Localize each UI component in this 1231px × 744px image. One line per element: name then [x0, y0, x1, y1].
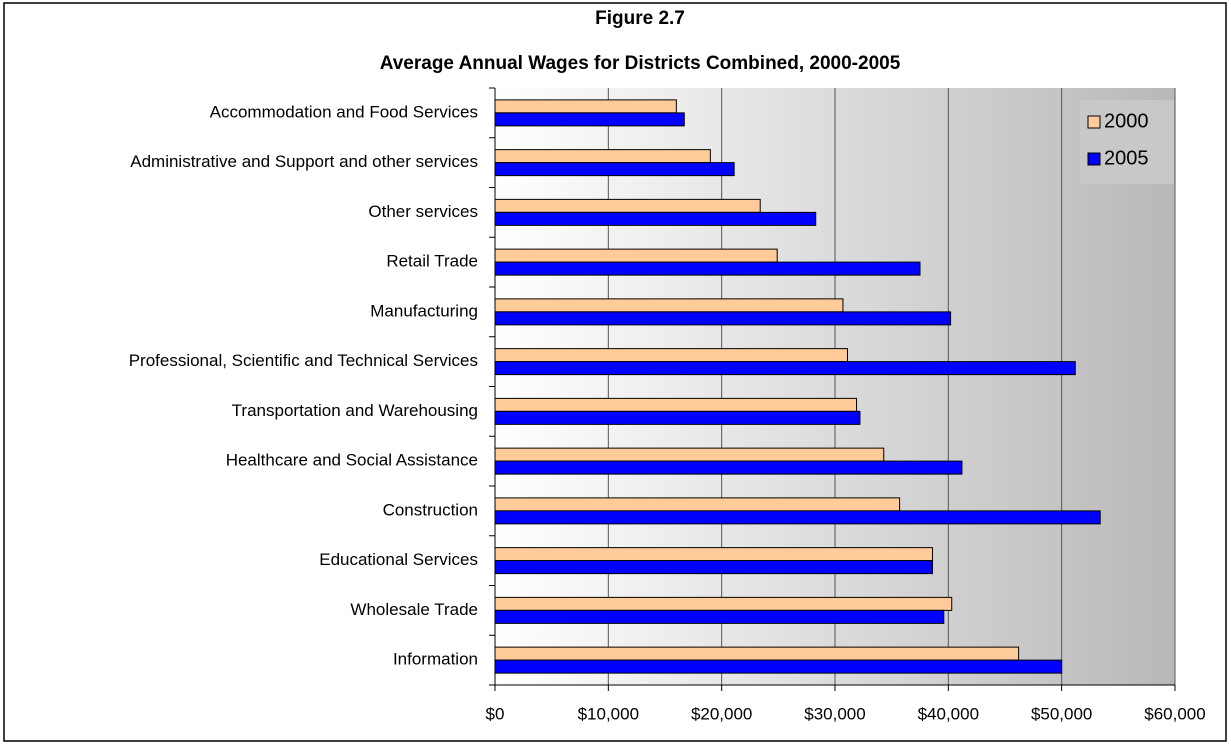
- x-tick-label: $40,000: [918, 704, 979, 723]
- legend-label: 2000: [1104, 110, 1149, 132]
- y-tick-label: Administrative and Support and other ser…: [130, 152, 478, 171]
- bar: [494, 248, 778, 263]
- bar: [494, 198, 761, 213]
- legend-swatch: [1087, 152, 1101, 166]
- y-tick-label: Retail Trade: [386, 252, 478, 271]
- y-tick-label: Construction: [383, 500, 478, 519]
- bar: [494, 348, 848, 363]
- bar: [494, 560, 933, 575]
- bar: [494, 162, 735, 177]
- x-tick-label: $50,000: [1031, 704, 1092, 723]
- bar: [494, 261, 921, 276]
- y-tick-label: Information: [393, 650, 478, 669]
- y-tick-label: Professional, Scientific and Technical S…: [129, 351, 478, 370]
- y-tick-label: Other services: [368, 202, 478, 221]
- x-tick-label: $20,000: [691, 704, 752, 723]
- bar: [494, 211, 817, 226]
- bar: [494, 361, 1076, 376]
- legend-box: [1080, 100, 1174, 184]
- x-tick-label: $10,000: [578, 704, 639, 723]
- y-tick-label: Accommodation and Food Services: [210, 102, 478, 121]
- bar: [494, 99, 677, 114]
- x-tick-label: $30,000: [804, 704, 865, 723]
- bar: [494, 497, 901, 512]
- bar: [494, 659, 1063, 674]
- x-tick-label: $0: [486, 704, 505, 723]
- legend-swatch: [1087, 115, 1101, 129]
- bar: [494, 460, 963, 475]
- bar: [494, 311, 952, 326]
- bar: [494, 112, 685, 127]
- y-tick-label: Educational Services: [319, 550, 478, 569]
- bar: [494, 646, 1020, 661]
- bar: [494, 447, 885, 462]
- bar: [494, 510, 1101, 525]
- y-tick-label: Manufacturing: [370, 301, 478, 320]
- bar: [494, 410, 861, 425]
- bar: [494, 596, 953, 611]
- legend-label: 2005: [1104, 147, 1149, 169]
- y-tick-label: Healthcare and Social Assistance: [226, 451, 478, 470]
- y-tick-label: Wholesale Trade: [350, 600, 478, 619]
- x-tick-label: $60,000: [1144, 704, 1205, 723]
- chart-title: Figure 2.7: [595, 8, 685, 29]
- chart-subtitle: Average Annual Wages for Districts Combi…: [380, 53, 901, 74]
- bar: [494, 298, 844, 313]
- bar: [494, 149, 711, 164]
- y-tick-label: Transportation and Warehousing: [232, 401, 478, 420]
- bar: [494, 609, 945, 624]
- bar: [494, 547, 933, 562]
- bar: [494, 397, 858, 412]
